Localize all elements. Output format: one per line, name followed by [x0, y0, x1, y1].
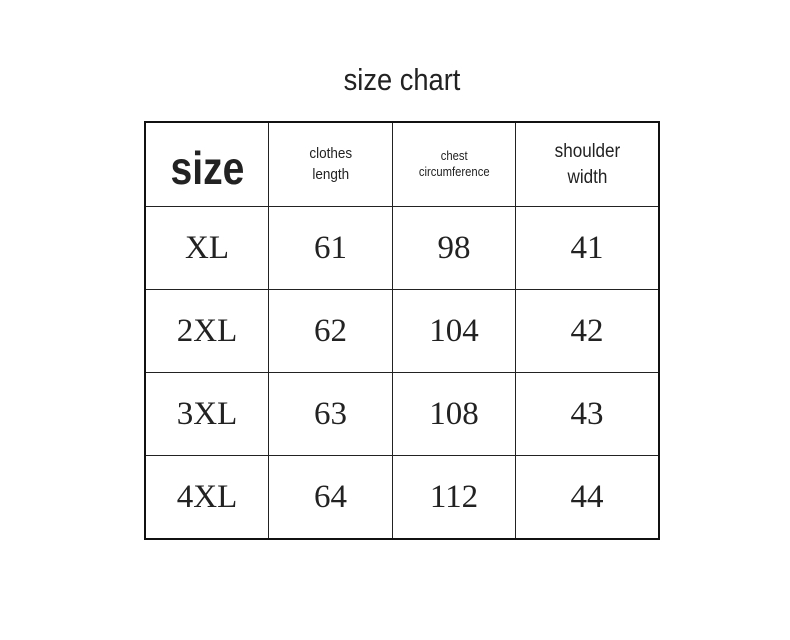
header-size: size — [144, 121, 269, 207]
cell-chest: 108 — [392, 372, 516, 456]
header-shoulder-width: shoulder width — [515, 121, 660, 207]
cell-length: 63 — [268, 372, 393, 456]
cell-shoulder: 43 — [515, 372, 660, 456]
header-chest-circumference: chest circumference — [392, 121, 516, 207]
cell-shoulder: 41 — [515, 206, 660, 290]
cell-chest: 112 — [392, 455, 516, 540]
table-row: 3XL 63 108 43 — [144, 372, 660, 456]
table-row: XL 61 98 41 — [144, 206, 660, 290]
cell-size: XL — [144, 206, 269, 290]
cell-chest: 98 — [392, 206, 516, 290]
cell-size: 3XL — [144, 372, 269, 456]
cell-size: 4XL — [144, 455, 269, 540]
header-row: size clothes length chest circumference sh… — [144, 121, 660, 207]
cell-shoulder: 42 — [515, 289, 660, 373]
cell-shoulder: 44 — [515, 455, 660, 540]
cell-size: 2XL — [144, 289, 269, 373]
cell-chest: 104 — [392, 289, 516, 373]
cell-length: 64 — [268, 455, 393, 540]
cell-length: 62 — [268, 289, 393, 373]
table-row: 4XL 64 112 44 — [144, 455, 660, 540]
table-row: 2XL 62 104 42 — [144, 289, 660, 373]
cell-length: 61 — [268, 206, 393, 290]
chart-title: size chart — [343, 62, 461, 97]
header-clothes-length: clothes length — [268, 121, 393, 207]
size-table: size clothes length chest circumference sh… — [144, 121, 660, 540]
